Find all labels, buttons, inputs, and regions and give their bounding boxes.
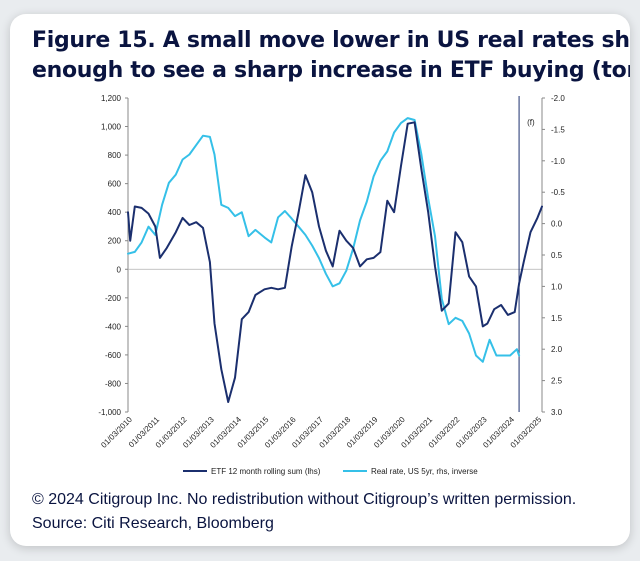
left-tick-label: 800 xyxy=(108,151,122,160)
left-tick-label: 200 xyxy=(108,237,122,246)
left-axis: 1,200 1,000 800 600 400 200 0 -200 -400 -600 -800 -… xyxy=(98,94,542,417)
right-tick-label: 0.5 xyxy=(551,251,563,260)
left-tick-label: -200 xyxy=(105,294,122,303)
figure-card: Figure 15. A small move lower in US real… xyxy=(10,14,630,546)
forecast-marker: (f) xyxy=(518,96,535,412)
right-tick-label: -2.0 xyxy=(551,94,565,103)
right-tick-label: 0.0 xyxy=(551,220,563,229)
copyright-note: © 2024 Citigroup Inc. No redistribution … xyxy=(32,491,577,508)
figure-title-line-2: enough to see a sharp increase in ETF bu… xyxy=(32,58,630,83)
left-tick-label: -400 xyxy=(105,322,122,331)
series-lines xyxy=(127,117,543,403)
legend-item-etf-label: ETF 12 month rolling sum (lhs) xyxy=(211,467,321,476)
left-tick-label: -600 xyxy=(105,351,122,360)
left-tick-label: 1,200 xyxy=(101,94,122,103)
right-tick-label: -0.5 xyxy=(551,188,565,197)
left-tick-label: 1,000 xyxy=(101,123,122,132)
x-axis: 01/03/201001/03/201101/03/201201/03/2013… xyxy=(99,415,543,450)
right-tick-label: 1.5 xyxy=(551,314,563,323)
etf-rolling-sum-line xyxy=(127,121,543,403)
real-rate-line xyxy=(127,117,521,363)
chart: 1,200 1,000 800 600 400 200 0 -200 -400 -600 -800 -… xyxy=(98,94,565,476)
footer: © 2024 Citigroup Inc. No redistribution … xyxy=(32,488,622,536)
left-tick-label: 400 xyxy=(108,208,122,217)
source-note: Source: Citi Research, Bloomberg xyxy=(32,515,274,532)
figure-title: Figure 15. A small move lower in US real… xyxy=(32,26,630,86)
right-tick-label: -1.5 xyxy=(551,125,565,134)
right-tick-label: 2.0 xyxy=(551,345,563,354)
left-tick-label: 600 xyxy=(108,180,122,189)
forecast-label: (f) xyxy=(527,118,535,127)
right-tick-label: 2.5 xyxy=(551,377,563,386)
right-axis: -2.0 -1.5 -1.0 -0.5 0.0 0.5 1.0 1.5 2.0 2.5 3.0 xyxy=(541,94,565,417)
legend: ETF 12 month rolling sum (lhs) Real rate,… xyxy=(183,467,478,476)
right-tick-label: -1.0 xyxy=(551,157,565,166)
left-tick-label: -1,000 xyxy=(98,408,121,417)
right-tick-label: 1.0 xyxy=(551,282,563,291)
right-tick-label: 3.0 xyxy=(551,408,563,417)
left-tick-label: 0 xyxy=(117,265,122,274)
figure-title-line-1: Figure 15. A small move lower in US real… xyxy=(32,28,630,53)
legend-item-real-rate-label: Real rate, US 5yr, rhs, inverse xyxy=(371,467,478,476)
left-tick-label: -800 xyxy=(105,379,122,388)
